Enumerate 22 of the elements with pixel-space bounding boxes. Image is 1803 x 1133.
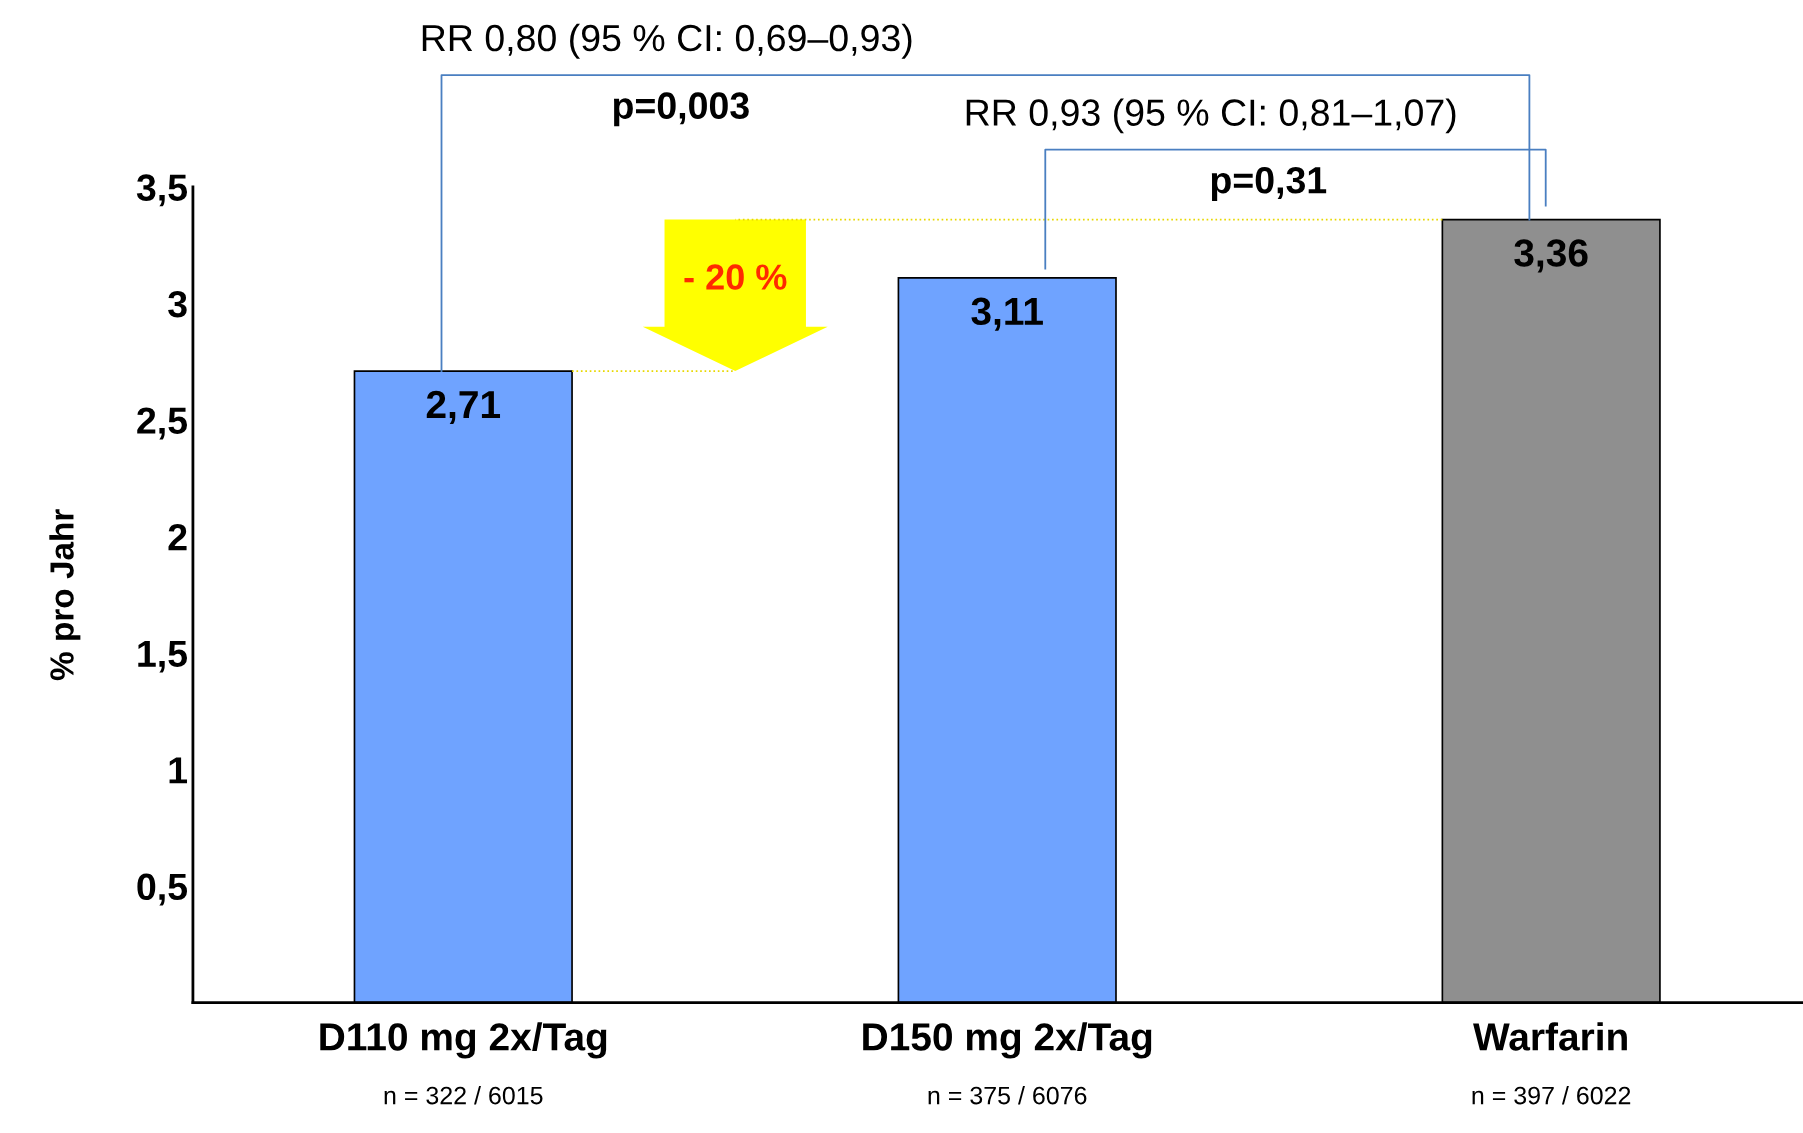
annotation: - 20 %	[684, 264, 787, 290]
y-tick-label: 0,5	[137, 873, 188, 906]
y-tick-label: 1,5	[138, 640, 188, 673]
y-axis-title: % pro Jahr	[49, 509, 81, 681]
text: RR 0,93 (95 % CI: 0,81–1,07)	[966, 98, 1456, 134]
data-label: 3,11	[971, 297, 1043, 331]
text: n = 397 / 6022	[1472, 1086, 1631, 1105]
text: n = 322 / 6015	[384, 1086, 543, 1105]
y-tick-label: 1	[169, 757, 188, 784]
y-tick-label: 3,5	[136, 174, 188, 207]
data-label: 2,71	[426, 390, 501, 424]
y-tick-label: 2	[168, 523, 187, 551]
text: RR 0,80 (95 % CI: 0,69–0,93)	[422, 23, 912, 59]
data-label: 3,36	[1514, 239, 1588, 273]
x-tick-label: D110 mg 2x/Tag	[320, 1022, 607, 1059]
x-tick-label: Warfarin	[1473, 1022, 1627, 1051]
text: p=0,003	[613, 92, 749, 127]
text: n = 375 / 6076	[928, 1086, 1087, 1105]
x-tick-label: D150 mg 2x/Tag	[863, 1022, 1152, 1059]
y-tick-label: 3	[168, 290, 187, 318]
y-tick-label: 2,5	[137, 407, 188, 440]
annotation: p=0,31	[1211, 166, 1327, 201]
